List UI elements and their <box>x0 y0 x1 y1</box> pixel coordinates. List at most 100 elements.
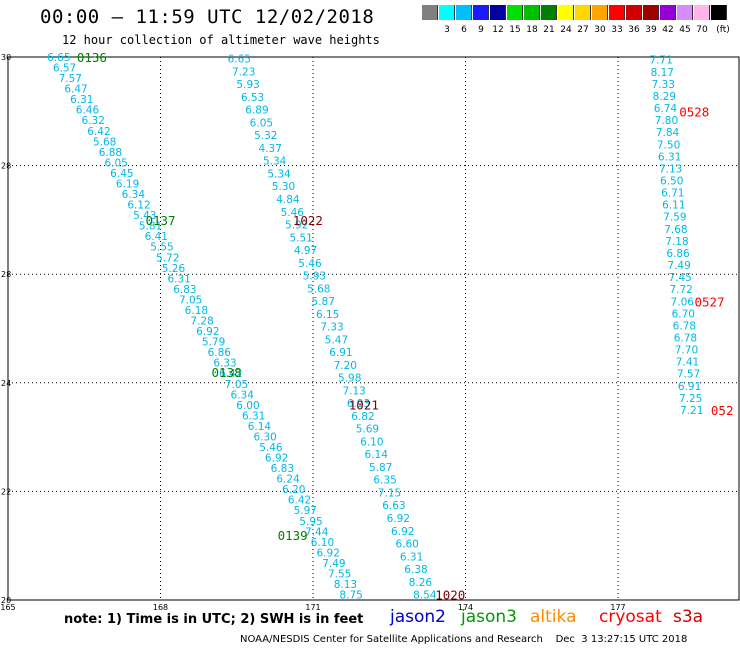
wave-height-value: 5.97 <box>294 505 317 517</box>
wave-height-value: 6.41 <box>145 231 168 243</box>
wave-height-value: 6.93 <box>347 398 370 410</box>
scale-label: 45 <box>679 25 691 35</box>
wave-height-value: 6.31 <box>167 273 190 285</box>
scale-swatch <box>609 5 625 20</box>
wave-height-value: 5.95 <box>299 516 322 528</box>
scale-swatch <box>524 5 540 20</box>
footer-credit: NOAA/NESDIS Center for Satellite Applica… <box>240 634 687 645</box>
wave-height-value: 6.32 <box>82 115 105 127</box>
wave-height-value: 6.42 <box>87 126 110 138</box>
wave-height-value: 7.21 <box>680 405 703 417</box>
wave-height-value: 6.83 <box>173 284 196 296</box>
scale-label: 70 <box>696 25 708 35</box>
wave-height-value: 6.10 <box>311 537 334 549</box>
plot-frame <box>7 56 740 601</box>
wave-height-value: 5.47 <box>325 334 348 346</box>
lon-tick-label: 177 <box>610 603 625 612</box>
pass-time-label: 0527 <box>694 294 724 309</box>
wave-height-value: 6.92 <box>317 547 340 559</box>
wave-height-value: 7.50 <box>657 139 680 151</box>
wave-height-value: 7.15 <box>378 487 401 499</box>
wave-height-value: 8.75 <box>339 590 362 602</box>
wave-height-value: 4.37 <box>259 143 282 155</box>
wave-height-value: 5.72 <box>156 252 179 264</box>
satellite-cryosat: cryosat <box>599 607 662 627</box>
wave-height-value: 5.81 <box>139 221 162 233</box>
wave-height-value: 7.80 <box>655 115 678 127</box>
wave-height-value: 7.25 <box>679 393 702 405</box>
wave-height-value: 6.92 <box>387 513 410 525</box>
wave-height-value: 5.43 <box>133 210 156 222</box>
scale-swatch <box>592 5 608 20</box>
wave-height-value: 5.98 <box>338 373 361 385</box>
lon-tick-label: 168 <box>153 603 168 612</box>
wave-height-value: 6.78 <box>674 332 697 344</box>
scale-label: 30 <box>594 25 606 35</box>
wave-height-value: 7.33 <box>652 79 675 91</box>
wave-height-value: 5.32 <box>254 130 277 142</box>
pass-time-label: 0138 <box>212 365 242 380</box>
wave-height-value: 6.12 <box>127 200 150 212</box>
wave-height-value: 6.24 <box>276 474 300 486</box>
wave-height-value: 7.49 <box>667 260 690 272</box>
wave-height-value: 5.46 <box>281 207 305 219</box>
wave-height-value: 6.15 <box>316 309 339 321</box>
scale-unit: (ft) <box>716 25 730 35</box>
wave-height-value: 7.55 <box>328 568 351 580</box>
scale-label: 6 <box>461 25 467 35</box>
wave-height-value: 6.82 <box>351 411 374 423</box>
wave-height-value: 7.18 <box>665 236 688 248</box>
wave-height-value: 6.92 <box>196 326 219 338</box>
wave-height-value: 6.05 <box>250 117 273 129</box>
units-note: note: 1) Time is in UTC; 2) SWH is in fe… <box>64 612 364 627</box>
wave-height-value: 4.84 <box>276 194 300 206</box>
wave-height-value: 5.34 <box>267 168 291 180</box>
wave-height-value: 6.91 <box>329 347 352 359</box>
wave-height-value: 7.33 <box>320 322 343 334</box>
pass-time-label: 0528 <box>679 104 709 119</box>
scale-swatch <box>575 5 591 20</box>
wave-height-value: 7.44 <box>305 526 329 538</box>
wave-height-value: 5.87 <box>312 296 335 308</box>
wave-height-value: 6.45 <box>110 168 133 180</box>
scale-swatch <box>473 5 489 20</box>
wave-height-value: 7.05 <box>225 379 248 391</box>
wave-height-value: 6.53 <box>241 92 264 104</box>
pass-time-label: 1021 <box>349 398 379 413</box>
wave-height-value: 5.93 <box>236 79 259 91</box>
page-subtitle: 12 hour collection of altimeter wave hei… <box>62 33 380 47</box>
wave-height-value: 6.70 <box>672 308 695 320</box>
wave-height-value: 6.14 <box>248 421 272 433</box>
wave-height-value: 5.92 <box>285 220 308 232</box>
wave-height-value: 6.31 <box>400 551 423 563</box>
scale-label: 21 <box>543 25 555 35</box>
wave-height-value: 6.42 <box>219 368 242 380</box>
wave-height-value: 7.23 <box>232 66 255 78</box>
scale-swatch <box>677 5 693 20</box>
scale-swatch <box>643 5 659 20</box>
wave-height-value: 6.38 <box>404 564 427 576</box>
wave-height-value: 5.26 <box>162 263 186 275</box>
wave-height-value: 6.14 <box>365 449 389 461</box>
wave-height-value: 6.42 <box>288 495 311 507</box>
wave-height-value: 7.59 <box>663 212 686 224</box>
lat-tick-label: 22 <box>1 487 11 496</box>
wave-height-value: 7.49 <box>322 558 345 570</box>
wave-height-value: 5.46 <box>298 258 322 270</box>
wave-height-value: 6.65 <box>47 52 70 64</box>
wave-height-value: 6.63 <box>382 500 405 512</box>
wave-height-value: 5.68 <box>93 136 116 148</box>
pass-time-label: 0139 <box>278 528 308 543</box>
wave-height-value: 6.31 <box>70 94 93 106</box>
wave-height-value: 6.92 <box>265 453 288 465</box>
wave-height-value: 7.57 <box>59 73 82 85</box>
scale-label: 39 <box>645 25 657 35</box>
wave-height-value: 7.41 <box>676 357 699 369</box>
scale-swatch <box>660 5 676 20</box>
scale-swatch <box>456 5 472 20</box>
wave-height-value: 6.92 <box>391 526 414 538</box>
lat-tick-label: 24 <box>1 379 11 388</box>
wave-height-value: 6.60 <box>395 539 418 551</box>
wave-height-value: 6.31 <box>658 151 681 163</box>
